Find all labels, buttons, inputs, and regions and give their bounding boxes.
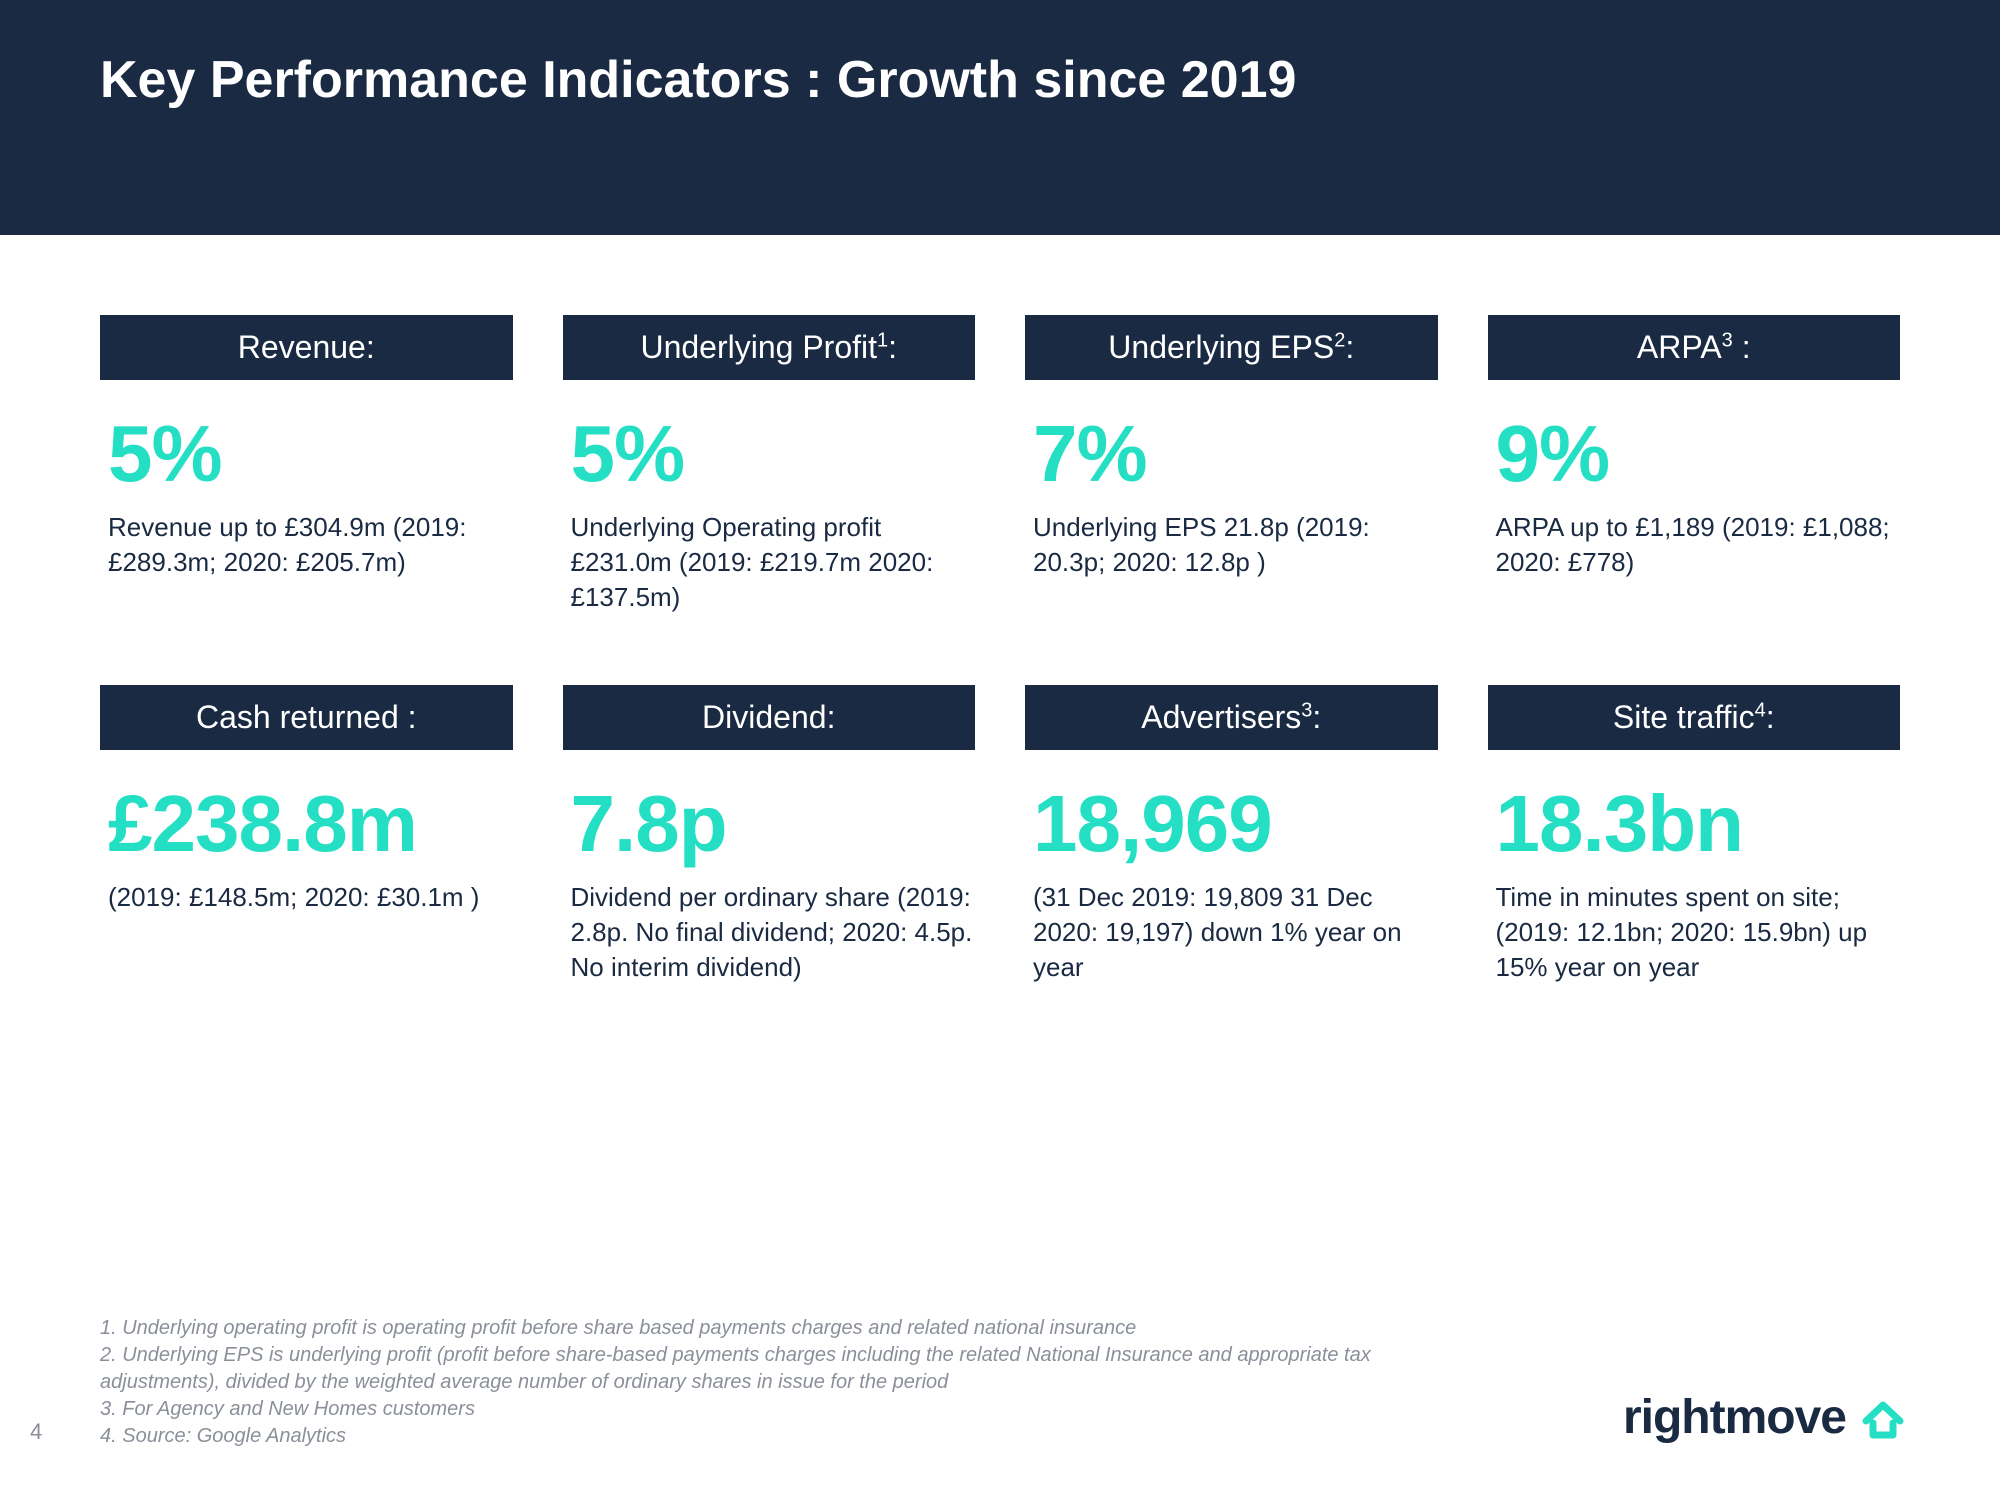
kpi-label-sup: 3 — [1722, 329, 1733, 351]
footnote-line: 1. Underlying operating profit is operat… — [100, 1315, 1400, 1342]
kpi-value: £238.8m — [108, 778, 513, 870]
kpi-description: Time in minutes spent on site; (2019: 12… — [1496, 880, 1901, 985]
kpi-label: Advertisers3: — [1025, 685, 1438, 750]
kpi-label-text: Site traffic — [1613, 699, 1755, 735]
brand-logo: rightmove — [1623, 1390, 1910, 1445]
kpi-card: Cash returned : £238.8m (2019: £148.5m; 20… — [100, 685, 513, 985]
kpi-value: 18,969 — [1033, 778, 1438, 870]
kpi-description: Dividend per ordinary share (2019: 2.8p.… — [571, 880, 976, 985]
kpi-label-tail: : — [1345, 329, 1354, 365]
footnote-line: 2. Underlying EPS is underlying profit (… — [100, 1342, 1400, 1396]
kpi-label: Site traffic4: — [1488, 685, 1901, 750]
kpi-card: ARPA3 : 9% ARPA up to £1,189 (2019: £1,088… — [1488, 315, 1901, 615]
kpi-description: (31 Dec 2019: 19,809 31 Dec 2020: 19,197… — [1033, 880, 1438, 985]
kpi-label-tail: : — [1733, 329, 1751, 365]
page-number: 4 — [30, 1419, 42, 1445]
kpi-label-tail: : — [1312, 699, 1321, 735]
content-area: Revenue: 5% Revenue up to £304.9m (2019: £… — [0, 235, 2000, 1026]
kpi-card: Underlying Profit1: 5% Underlying Operatin… — [563, 315, 976, 615]
kpi-label-sup: 4 — [1755, 700, 1766, 722]
kpi-value: 5% — [108, 408, 513, 500]
kpi-description: Underlying EPS 21.8p (2019: 20.3p; 2020:… — [1033, 510, 1438, 580]
kpi-label-sup: 1 — [877, 329, 888, 351]
kpi-card: Underlying EPS2: 7% Underlying EPS 21.8p (… — [1025, 315, 1438, 615]
kpi-label-text: Underlying Profit — [640, 329, 877, 365]
kpi-label-tail: : — [888, 329, 897, 365]
kpi-description: ARPA up to £1,189 (2019: £1,088; 2020: £… — [1496, 510, 1901, 580]
kpi-value: 7% — [1033, 408, 1438, 500]
header-bar: Key Performance Indicators : Growth sinc… — [0, 0, 2000, 235]
kpi-label: Revenue: — [100, 315, 513, 380]
kpi-value: 18.3bn — [1496, 778, 1901, 870]
footnote-line: 3. For Agency and New Homes customers — [100, 1396, 1400, 1423]
kpi-value: 5% — [571, 408, 976, 500]
kpi-label-sup: 3 — [1301, 700, 1312, 722]
kpi-label: Cash returned : — [100, 685, 513, 750]
kpi-description: Underlying Operating profit £231.0m (201… — [571, 510, 976, 615]
kpi-label-text: Advertisers — [1141, 699, 1301, 735]
kpi-card: Site traffic4: 18.3bn Time in minutes spen… — [1488, 685, 1901, 985]
kpi-description: Revenue up to £304.9m (2019: £289.3m; 20… — [108, 510, 513, 580]
kpi-card: Advertisers3: 18,969 (31 Dec 2019: 19,809 … — [1025, 685, 1438, 985]
footnote-line: 4. Source: Google Analytics — [100, 1423, 1400, 1450]
house-icon — [1856, 1391, 1910, 1445]
kpi-value: 9% — [1496, 408, 1901, 500]
kpi-label-text: ARPA — [1637, 329, 1722, 365]
kpi-label: ARPA3 : — [1488, 315, 1901, 380]
kpi-label: Dividend: — [563, 685, 976, 750]
page-title: Key Performance Indicators : Growth sinc… — [100, 50, 1900, 110]
kpi-grid: Revenue: 5% Revenue up to £304.9m (2019: £… — [100, 315, 1900, 986]
kpi-value: 7.8p — [571, 778, 976, 870]
kpi-description: (2019: £148.5m; 2020: £30.1m ) — [108, 880, 513, 915]
kpi-label-tail: : — [1766, 699, 1775, 735]
kpi-label-text: Underlying EPS — [1108, 329, 1334, 365]
kpi-label: Underlying Profit1: — [563, 315, 976, 380]
brand-logo-text: rightmove — [1623, 1390, 1846, 1445]
kpi-label: Underlying EPS2: — [1025, 315, 1438, 380]
kpi-card: Revenue: 5% Revenue up to £304.9m (2019: £… — [100, 315, 513, 615]
footnotes: 1. Underlying operating profit is operat… — [100, 1315, 1400, 1450]
kpi-label-sup: 2 — [1334, 329, 1345, 351]
kpi-card: Dividend: 7.8p Dividend per ordinary share… — [563, 685, 976, 985]
